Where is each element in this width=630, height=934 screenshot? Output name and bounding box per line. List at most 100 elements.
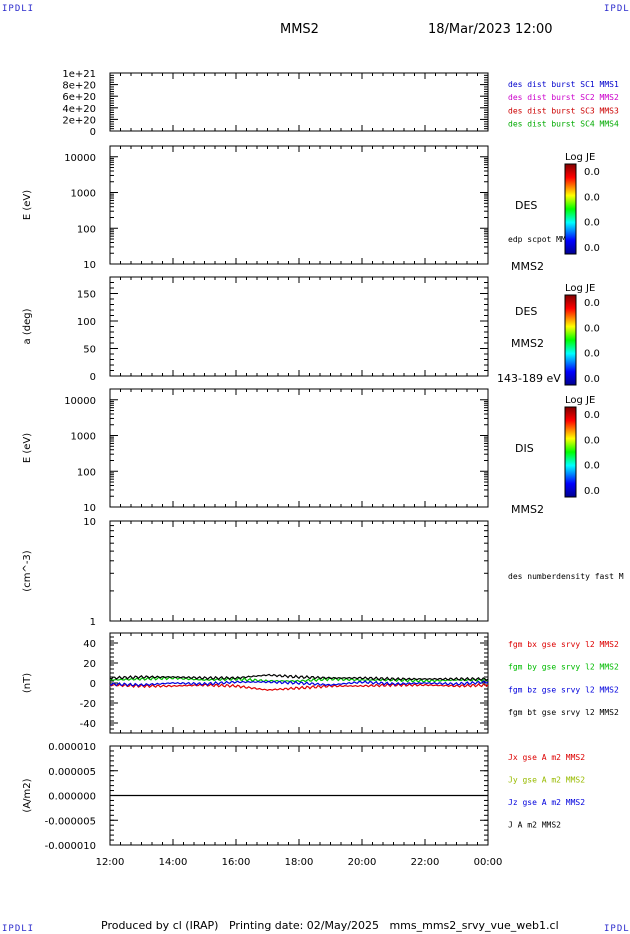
instrument-label: DES: [515, 305, 537, 318]
start-datetime: 18/Mar/2023 12:00: [428, 22, 553, 37]
bottom-label: MMS2: [511, 503, 544, 516]
y-tick-label: 6e+20: [62, 92, 96, 103]
time-tick-label: 12:00: [96, 857, 125, 868]
y-tick-label: 100: [77, 467, 96, 478]
corner-label-bottom-left: IPDLI: [2, 924, 35, 934]
footer-file: mms_mms2_srvy_vue_web1.cl: [389, 919, 559, 932]
y-tick-label: 1e+21: [62, 69, 96, 80]
time-tick-label: 16:00: [222, 857, 251, 868]
y-tick-label: 4e+20: [62, 104, 96, 115]
legend-entry: fgm bx gse srvy l2 MMS2: [508, 640, 619, 649]
y-tick-label: -0.000010: [45, 841, 96, 852]
y-tick-label: 10000: [64, 153, 96, 164]
spacecraft-label: MMS2: [511, 337, 544, 350]
legend-entry: des dist burst SC2 MMS2: [508, 93, 619, 102]
y-tick-label: -0.000005: [45, 816, 96, 827]
instrument-label: DIS: [515, 442, 534, 455]
series-line: [109, 673, 489, 682]
legend-entry: Jy gse A m2 MMS2: [508, 776, 585, 785]
y-tick-label: 0: [90, 127, 96, 138]
y-tick-label: -40: [80, 719, 96, 730]
y-tick-label: 0.000000: [48, 792, 96, 803]
y-tick-label: 10000: [64, 396, 96, 407]
panel-frame-p1: [109, 72, 489, 132]
y-axis-label: E (eV): [22, 433, 33, 463]
legend-entry: fgm by gse srvy l2 MMS2: [508, 663, 619, 672]
bottom-label: 143-189 eV: [497, 372, 561, 385]
y-axis-label: (nT): [22, 673, 33, 693]
y-tick-label: 0.000005: [48, 767, 96, 778]
y-tick-label: 8e+20: [62, 81, 96, 92]
y-tick-label: 0: [90, 372, 96, 383]
y-tick-label: 100: [77, 224, 96, 235]
product-label: des numberdensity fast M: [508, 572, 624, 581]
colorbar-tick-label: 0.0: [584, 192, 600, 203]
footer-date: Printing date: 02/May/2025: [228, 919, 379, 932]
colorbar-title: Log JE: [565, 395, 595, 406]
y-axis-label: (cm^-3): [22, 550, 33, 591]
time-tick-label: 18:00: [285, 857, 314, 868]
colorbar-tick-label: 0.0: [584, 298, 600, 309]
colorbar-tick-label: 0.0: [584, 349, 600, 360]
colorbar-tick-label: 0.0: [584, 323, 600, 334]
y-tick-label: 1: [90, 617, 96, 628]
y-tick-label: 20: [83, 659, 96, 670]
legend-entry: Jz gse A m2 MMS2: [508, 798, 585, 807]
instrument-label: DES: [515, 199, 537, 212]
bottom-label: MMS2: [511, 260, 544, 273]
y-tick-label: 0: [90, 679, 96, 690]
panel-frame-p4: [109, 388, 489, 508]
colorbar: [564, 294, 577, 386]
footer-credit: Produced by cl (IRAP): [101, 919, 219, 932]
time-tick-label: 22:00: [411, 857, 440, 868]
y-axis-label: a (deg): [22, 308, 33, 344]
footer: Produced by cl (IRAP) Printing date: 02/…: [101, 919, 559, 932]
colorbar-title: Log JE: [565, 152, 595, 163]
time-tick-label: 00:00: [474, 857, 503, 868]
legend-entry: fgm bz gse srvy l2 MMS2: [508, 685, 619, 694]
colorbar-tick-label: 0.0: [584, 218, 600, 229]
legend-entry: fgm bt gse srvy l2 MMS2: [508, 708, 619, 717]
legend-entry: des dist burst SC3 MMS3: [508, 106, 619, 115]
colorbar-title: Log JE: [565, 283, 595, 294]
y-tick-label: 40: [83, 639, 96, 650]
colorbar-tick-label: 0.0: [584, 461, 600, 472]
y-tick-label: 150: [77, 290, 96, 301]
colorbar: [564, 163, 577, 255]
legend-entry: J A m2 MMS2: [508, 821, 561, 830]
colorbar-tick-label: 0.0: [584, 374, 600, 385]
y-tick-label: 10: [83, 503, 96, 514]
colorbar: [564, 406, 577, 498]
time-tick-label: 14:00: [159, 857, 188, 868]
legend-entry: des dist burst SC1 MMS1: [508, 80, 619, 89]
y-tick-label: 10: [83, 517, 96, 528]
panel-frame-p5: [109, 520, 489, 622]
y-tick-label: 0.000010: [48, 742, 96, 753]
colorbar-tick-label: 0.0: [584, 243, 600, 254]
y-axis-label: (A/m2): [22, 778, 33, 812]
colorbar-tick-label: 0.0: [584, 410, 600, 421]
y-tick-label: 50: [83, 345, 96, 356]
colorbar-tick-label: 0.0: [584, 167, 600, 178]
y-tick-label: 2e+20: [62, 115, 96, 126]
y-tick-label: 1000: [71, 432, 96, 443]
spacecraft-title: MMS2: [280, 22, 319, 37]
y-tick-label: 100: [77, 317, 96, 328]
y-axis-label: E (eV): [22, 190, 33, 220]
panel-frame-p3: [109, 276, 489, 377]
y-tick-label: 1000: [71, 189, 96, 200]
time-tick-label: 20:00: [348, 857, 377, 868]
y-tick-label: -20: [80, 699, 96, 710]
corner-label-bottom-right: IPDLI: [604, 924, 630, 934]
series-line: [109, 680, 489, 688]
colorbar-tick-label: 0.0: [584, 435, 600, 446]
series-line: [109, 676, 489, 683]
corner-label-top-left: IPDLI: [2, 4, 35, 14]
y-tick-label: 10: [83, 260, 96, 271]
corner-label-top-right: IPDLI: [604, 4, 630, 14]
series-line: [109, 682, 489, 692]
panel-frame-p2: [109, 145, 489, 265]
colorbar-tick-label: 0.0: [584, 486, 600, 497]
legend-entry: des dist burst SC4 MMS4: [508, 120, 619, 129]
